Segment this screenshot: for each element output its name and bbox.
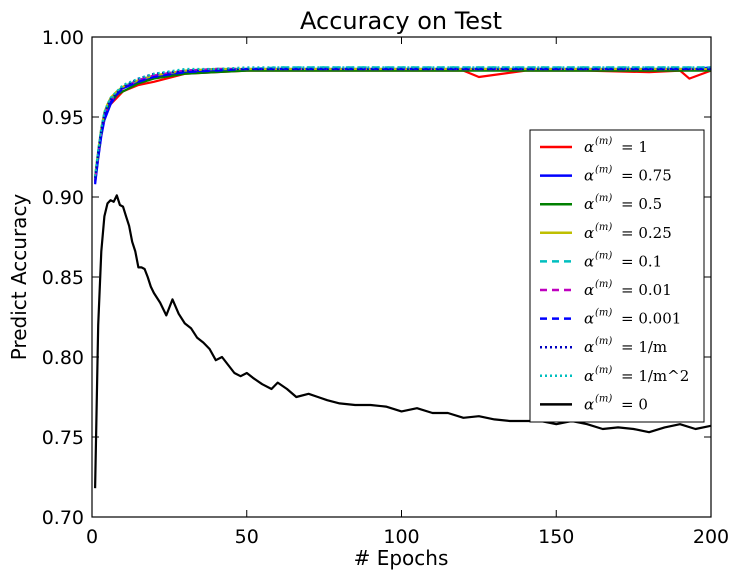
series-line-6: [94, 67, 711, 183]
legend-alpha-symbol: α: [584, 310, 594, 328]
x-axis-title: # Epochs: [354, 546, 449, 570]
legend-label-7: = 1/m: [621, 338, 667, 356]
legend-superscript: (m): [595, 365, 612, 376]
legend-alpha-symbol: α: [584, 338, 594, 356]
legend-superscript: (m): [595, 336, 612, 347]
y-tick-label: 0.80: [42, 347, 84, 369]
axis-ticks: 0 50 100 150 200 0.70 0.75 0.80 0.85 0.90 0.95 1.00: [42, 27, 729, 548]
x-tick-label: 150: [538, 526, 574, 548]
legend-alpha-symbol: α: [584, 252, 594, 270]
legend-alpha-symbol: α: [584, 195, 594, 213]
legend: α (m) = 1α (m) = 0.75α (m) = 0.5α (m) = 0.25α (m)…: [529, 129, 705, 423]
legend-superscript: (m): [595, 193, 612, 204]
legend-label-4: = 0.1: [621, 252, 662, 270]
y-tick-label: 0.95: [42, 107, 84, 129]
x-tick-label: 50: [235, 526, 259, 548]
legend-superscript: (m): [595, 393, 612, 404]
legend-superscript: (m): [595, 308, 612, 319]
legend-superscript: (m): [595, 136, 612, 147]
chart-title: Accuracy on Test: [300, 7, 502, 35]
legend-alpha-symbol: α: [584, 138, 594, 156]
legend-box: [529, 129, 705, 423]
y-tick-label: 1.00: [42, 27, 84, 49]
y-tick-label: 0.90: [42, 187, 84, 209]
legend-label-2: = 0.5: [621, 195, 662, 213]
legend-entries: α (m) = 1α (m) = 0.75α (m) = 0.5α (m) = 0.25α (m)…: [540, 136, 689, 413]
legend-label-1: = 0.75: [621, 167, 672, 185]
legend-superscript: (m): [595, 279, 612, 290]
legend-alpha-symbol: α: [584, 281, 594, 299]
x-tick-label: 100: [383, 526, 419, 548]
legend-alpha-symbol: α: [584, 224, 594, 242]
legend-alpha-symbol: α: [584, 167, 594, 185]
y-tick-label: 0.85: [42, 267, 84, 289]
legend-label-8: = 1/m^2: [621, 367, 689, 385]
legend-alpha-symbol: α: [584, 395, 594, 413]
legend-superscript: (m): [595, 222, 612, 233]
x-tick-label: 200: [693, 526, 729, 548]
legend-label-0: = 1: [621, 138, 648, 156]
y-axis-title: Predict Accuracy: [7, 194, 31, 361]
x-tick-label: 0: [86, 526, 98, 548]
legend-label-3: = 0.25: [621, 224, 672, 242]
legend-label-9: = 0: [621, 395, 648, 413]
legend-label-6: = 0.001: [621, 310, 681, 328]
legend-superscript: (m): [595, 165, 612, 176]
legend-alpha-symbol: α: [584, 367, 594, 385]
legend-superscript: (m): [595, 250, 612, 261]
y-tick-label: 0.70: [42, 507, 84, 529]
y-tick-label: 0.75: [42, 427, 84, 449]
legend-label-5: = 0.01: [621, 281, 672, 299]
